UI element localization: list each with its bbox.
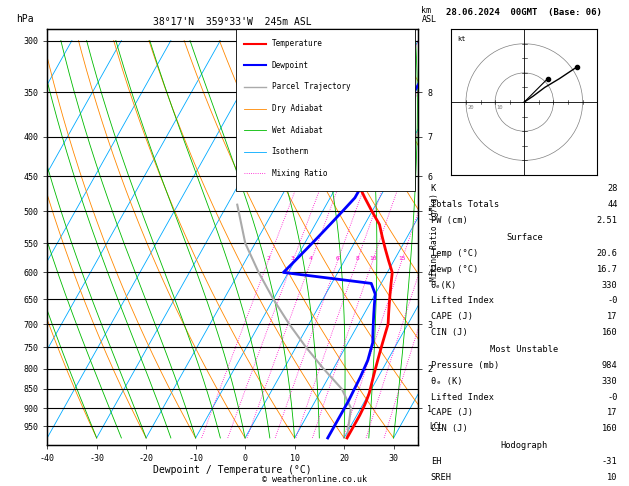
Text: Mixing Ratio: Mixing Ratio [272, 169, 327, 178]
Text: 44: 44 [607, 200, 618, 209]
Text: Lifted Index: Lifted Index [431, 393, 494, 401]
Text: 2: 2 [266, 256, 270, 261]
Text: Surface: Surface [506, 233, 543, 243]
Text: 17: 17 [607, 312, 618, 321]
Text: km
ASL: km ASL [421, 6, 437, 24]
Text: Parcel Trajectory: Parcel Trajectory [272, 83, 350, 91]
FancyBboxPatch shape [237, 29, 415, 191]
Text: SREH: SREH [431, 473, 452, 482]
Text: θₑ(K): θₑ(K) [431, 280, 457, 290]
Text: 28.06.2024  00GMT  (Base: 06): 28.06.2024 00GMT (Base: 06) [447, 8, 602, 17]
Text: Pressure (mb): Pressure (mb) [431, 361, 499, 370]
Text: Wet Adiabat: Wet Adiabat [272, 126, 323, 135]
Text: © weatheronline.co.uk: © weatheronline.co.uk [262, 474, 367, 484]
Text: 28: 28 [607, 184, 618, 193]
Title: 38°17'N  359°33'W  245m ASL: 38°17'N 359°33'W 245m ASL [153, 17, 312, 27]
Text: kt: kt [457, 36, 465, 42]
Text: 4: 4 [309, 256, 313, 261]
Text: Totals Totals: Totals Totals [431, 200, 499, 209]
Text: 10: 10 [496, 105, 503, 110]
Text: 2.51: 2.51 [597, 216, 618, 225]
Text: Most Unstable: Most Unstable [490, 345, 559, 354]
Text: CAPE (J): CAPE (J) [431, 312, 473, 321]
Text: 16.7: 16.7 [597, 265, 618, 274]
Text: 15: 15 [398, 256, 405, 261]
Text: 3: 3 [291, 256, 295, 261]
Text: PW (cm): PW (cm) [431, 216, 467, 225]
Text: θₑ (K): θₑ (K) [431, 377, 462, 386]
Text: Dry Adiabat: Dry Adiabat [272, 104, 323, 113]
Text: Dewpoint: Dewpoint [272, 61, 309, 70]
Text: 8: 8 [355, 256, 359, 261]
Text: 330: 330 [602, 377, 618, 386]
Text: CAPE (J): CAPE (J) [431, 408, 473, 417]
Text: -0: -0 [607, 393, 618, 401]
Text: Isotherm: Isotherm [272, 147, 309, 156]
Text: 17: 17 [607, 408, 618, 417]
Text: K: K [431, 184, 436, 193]
Text: 160: 160 [602, 328, 618, 337]
Text: hPa: hPa [16, 14, 33, 24]
Text: Temperature: Temperature [272, 39, 323, 48]
Text: -0: -0 [607, 296, 618, 305]
Text: 10: 10 [369, 256, 376, 261]
Text: 984: 984 [602, 361, 618, 370]
X-axis label: Dewpoint / Temperature (°C): Dewpoint / Temperature (°C) [153, 466, 312, 475]
Text: 20: 20 [467, 105, 474, 110]
Text: CIN (J): CIN (J) [431, 424, 467, 433]
Text: 160: 160 [602, 424, 618, 433]
Text: Dewp (°C): Dewp (°C) [431, 265, 478, 274]
Text: Lifted Index: Lifted Index [431, 296, 494, 305]
Text: 330: 330 [602, 280, 618, 290]
Text: EH: EH [431, 457, 442, 466]
Text: 20.6: 20.6 [597, 249, 618, 258]
Text: Mixing Ratio (g/kg): Mixing Ratio (g/kg) [430, 193, 438, 281]
Text: Temp (°C): Temp (°C) [431, 249, 478, 258]
Text: LCL: LCL [430, 422, 443, 431]
Text: Hodograph: Hodograph [501, 441, 548, 451]
Text: -31: -31 [602, 457, 618, 466]
Text: CIN (J): CIN (J) [431, 328, 467, 337]
Text: 6: 6 [336, 256, 340, 261]
Text: 10: 10 [607, 473, 618, 482]
